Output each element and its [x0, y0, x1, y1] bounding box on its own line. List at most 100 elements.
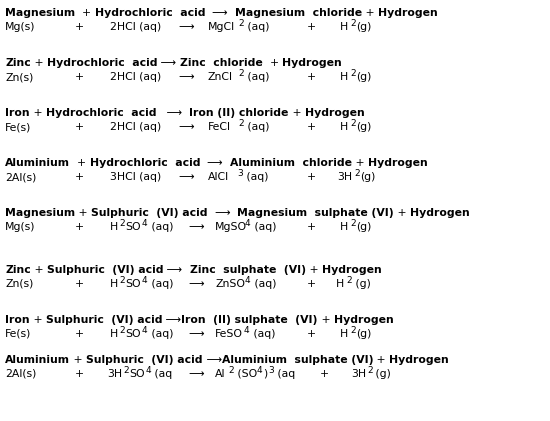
- Text: Iron  (II) sulphate  (VI): Iron (II) sulphate (VI): [182, 315, 318, 325]
- Text: Mg(s): Mg(s): [5, 222, 36, 232]
- Text: +: +: [307, 222, 316, 232]
- Text: ⟶: ⟶: [157, 58, 180, 68]
- Text: H: H: [336, 279, 344, 289]
- Text: 2: 2: [350, 219, 356, 228]
- Text: Iron (II) chloride: Iron (II) chloride: [189, 108, 289, 118]
- Text: ): ): [263, 369, 267, 379]
- Text: 2HCl (aq): 2HCl (aq): [110, 22, 161, 32]
- Text: +: +: [75, 172, 84, 182]
- Text: 4: 4: [257, 366, 263, 375]
- Text: +: +: [75, 22, 84, 32]
- Text: +: +: [75, 122, 84, 132]
- Text: +: +: [352, 158, 368, 168]
- Text: Hydrogen: Hydrogen: [368, 158, 428, 168]
- Text: Al: Al: [215, 369, 226, 379]
- Text: H: H: [340, 222, 348, 232]
- Text: ⟶: ⟶: [178, 172, 194, 182]
- Text: 2: 2: [119, 219, 125, 228]
- Text: 4: 4: [142, 326, 147, 335]
- Text: +: +: [75, 279, 84, 289]
- Text: 3H: 3H: [107, 369, 122, 379]
- Text: (aq: (aq: [151, 369, 172, 379]
- Text: AlCl: AlCl: [208, 172, 229, 182]
- Text: 2: 2: [238, 19, 244, 28]
- Text: +: +: [31, 58, 47, 68]
- Text: +: +: [31, 265, 47, 275]
- Text: (aq): (aq): [251, 222, 277, 232]
- Text: 2: 2: [228, 366, 234, 375]
- Text: H: H: [340, 122, 348, 132]
- Text: 2: 2: [119, 326, 125, 335]
- Text: +: +: [307, 279, 316, 289]
- Text: SO: SO: [125, 329, 141, 339]
- Text: 2Al(s): 2Al(s): [5, 369, 36, 379]
- Text: ⟶: ⟶: [156, 108, 189, 118]
- Text: 4: 4: [142, 219, 147, 228]
- Text: Aluminium: Aluminium: [5, 158, 70, 168]
- Text: SO: SO: [129, 369, 145, 379]
- Text: (SO: (SO: [234, 369, 257, 379]
- Text: +: +: [30, 108, 46, 118]
- Text: +: +: [320, 369, 329, 379]
- Text: Sulphuric  (VI) acid: Sulphuric (VI) acid: [86, 355, 202, 365]
- Text: Mg(s): Mg(s): [5, 22, 36, 32]
- Text: 2: 2: [350, 19, 356, 28]
- Text: ⟶: ⟶: [178, 72, 194, 82]
- Text: (g): (g): [352, 279, 371, 289]
- Text: ⟶: ⟶: [162, 315, 182, 325]
- Text: Zinc: Zinc: [5, 265, 31, 275]
- Text: Hydrochloric  acid: Hydrochloric acid: [95, 8, 205, 18]
- Text: ⟶: ⟶: [188, 369, 204, 379]
- Text: 4: 4: [245, 276, 251, 285]
- Text: 2Al(s): 2Al(s): [5, 172, 36, 182]
- Text: 3: 3: [237, 169, 243, 178]
- Text: +: +: [307, 72, 316, 82]
- Text: +: +: [394, 208, 410, 218]
- Text: 2: 2: [350, 119, 356, 128]
- Text: (aq): (aq): [244, 122, 270, 132]
- Text: Sulphuric  (VI) acid: Sulphuric (VI) acid: [46, 315, 162, 325]
- Text: 4: 4: [146, 366, 152, 375]
- Text: Zn(s): Zn(s): [5, 279, 34, 289]
- Text: +: +: [70, 355, 86, 365]
- Text: ⟶: ⟶: [188, 329, 204, 339]
- Text: ⟶: ⟶: [200, 158, 230, 168]
- Text: H: H: [340, 72, 348, 82]
- Text: 2HCl (aq): 2HCl (aq): [110, 122, 161, 132]
- Text: 3: 3: [268, 366, 274, 375]
- Text: ⟶: ⟶: [208, 208, 238, 218]
- Text: (aq: (aq: [274, 369, 295, 379]
- Text: SO: SO: [125, 222, 141, 232]
- Text: Magnesium  chloride: Magnesium chloride: [235, 8, 362, 18]
- Text: +: +: [75, 208, 91, 218]
- Text: (g): (g): [356, 22, 371, 32]
- Text: 2: 2: [123, 366, 129, 375]
- Text: +: +: [70, 158, 90, 168]
- Text: Iron: Iron: [5, 108, 30, 118]
- Text: (aq): (aq): [244, 22, 270, 32]
- Text: (g): (g): [360, 172, 375, 182]
- Text: Zinc  sulphate  (VI): Zinc sulphate (VI): [190, 265, 305, 275]
- Text: Fe(s): Fe(s): [5, 329, 31, 339]
- Text: (aq): (aq): [148, 279, 173, 289]
- Text: Hydrochloric  acid: Hydrochloric acid: [46, 108, 156, 118]
- Text: (g): (g): [356, 122, 371, 132]
- Text: +: +: [307, 22, 316, 32]
- Text: 2: 2: [119, 276, 125, 285]
- Text: +: +: [307, 329, 316, 339]
- Text: (g): (g): [372, 369, 391, 379]
- Text: 3H: 3H: [351, 369, 366, 379]
- Text: ⟶: ⟶: [188, 222, 204, 232]
- Text: ⟶: ⟶: [188, 279, 204, 289]
- Text: H: H: [110, 222, 118, 232]
- Text: Sulphuric  (VI) acid: Sulphuric (VI) acid: [91, 208, 208, 218]
- Text: Hydrogen: Hydrogen: [305, 108, 365, 118]
- Text: Magnesium: Magnesium: [5, 208, 75, 218]
- Text: (aq): (aq): [148, 329, 173, 339]
- Text: Hydrogen: Hydrogen: [334, 315, 394, 325]
- Text: Zinc: Zinc: [5, 58, 31, 68]
- Text: 2: 2: [346, 276, 351, 285]
- Text: Hydrogen: Hydrogen: [410, 208, 470, 218]
- Text: +: +: [373, 355, 389, 365]
- Text: FeSO: FeSO: [215, 329, 243, 339]
